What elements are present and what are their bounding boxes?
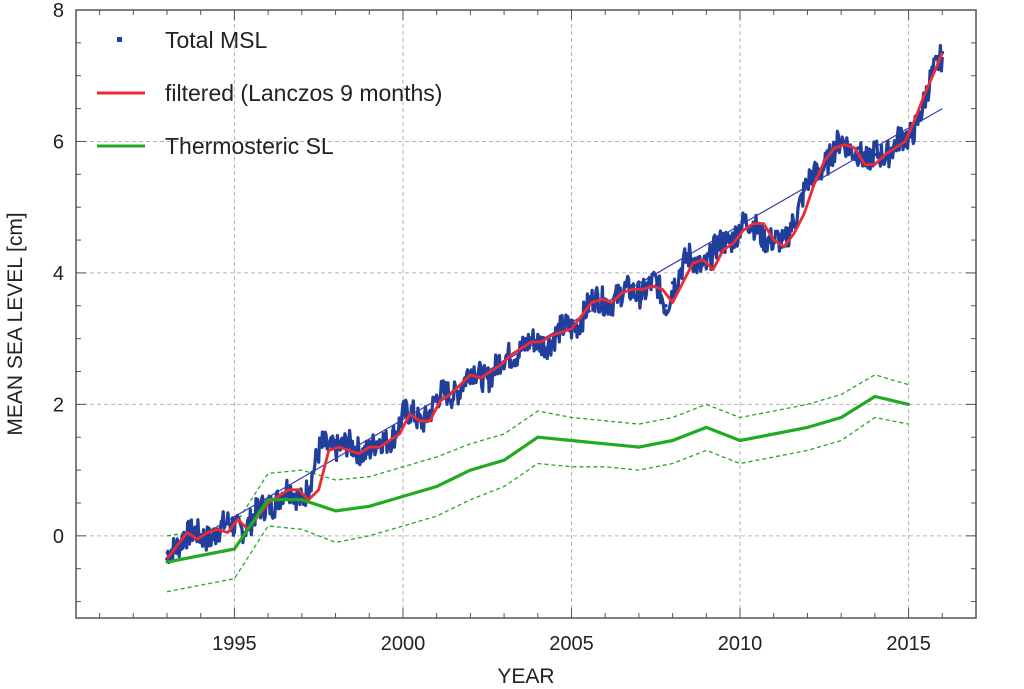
total-msl-point (755, 225, 759, 229)
total-msl-point (182, 530, 186, 535)
trend-line-path (166, 108, 943, 557)
thermosteric-point (435, 485, 439, 489)
y-tick-label: 2 (53, 394, 64, 416)
thermosteric-point (502, 458, 506, 462)
total-msl-point (664, 303, 668, 308)
thermosteric-point (468, 468, 472, 472)
total-msl-point (873, 152, 877, 157)
total-msl-series (165, 43, 945, 565)
total-msl-point (519, 343, 523, 348)
thermosteric-line (166, 394, 909, 564)
legend-swatch-total-msl (117, 37, 122, 42)
total-msl-point (535, 343, 540, 348)
x-tick-label: 2005 (549, 633, 594, 655)
axis-ticks: 1995 2000 2005 2010 2015 0 2 4 6 8 (53, 0, 977, 655)
total-msl-point (310, 474, 314, 479)
thermosteric-point (637, 445, 641, 449)
thermosteric-point (873, 394, 877, 398)
thermosteric-series (165, 394, 911, 564)
thermosteric-point (738, 439, 742, 443)
x-tick-label: 1995 (212, 633, 257, 655)
total-msl-point (721, 241, 725, 246)
total-msl-point (856, 146, 860, 150)
legend-label: Total MSL (165, 27, 267, 53)
thermosteric-point (300, 498, 304, 502)
x-tick-label: 2010 (718, 633, 763, 655)
thermosteric-point (805, 425, 809, 429)
total-msl-point (771, 241, 776, 246)
thermosteric-point (704, 425, 708, 429)
y-axis-title: MEAN SEA LEVEL [cm] (4, 212, 27, 435)
total-msl-point (320, 445, 324, 449)
x-tick-label: 2000 (381, 633, 426, 655)
thermosteric-point (603, 442, 607, 446)
legend: Total MSL filtered (Lanczos 9 months) Ther… (97, 27, 442, 159)
total-msl-point (333, 442, 338, 446)
plot-frame (75, 9, 977, 619)
filtered-line (165, 52, 944, 560)
thermosteric-point (334, 509, 338, 513)
total-msl-point (788, 221, 793, 226)
thermosteric-uncertainty (166, 374, 909, 593)
filtered-series (165, 52, 944, 560)
thermosteric-point (839, 416, 843, 420)
y-tick-label: 6 (53, 131, 64, 153)
thermosteric-point (165, 560, 169, 564)
thermosteric-point (401, 494, 405, 498)
thermosteric-lower-bound (166, 416, 909, 593)
thermosteric-point (570, 439, 574, 443)
total-msl-line (165, 43, 944, 565)
total-msl-point (670, 280, 675, 285)
thermosteric-point (536, 435, 540, 439)
trend-line (166, 108, 943, 557)
x-axis-title: YEAR (497, 665, 554, 688)
legend-label: filtered (Lanczos 9 months) (165, 80, 442, 106)
total-msl-point (866, 165, 870, 170)
thermosteric-point (266, 498, 270, 502)
thermosteric-point (232, 547, 236, 551)
thermosteric-point (772, 432, 776, 436)
total-msl-point (687, 257, 692, 262)
legend-label: Thermosteric SL (165, 133, 334, 159)
thermosteric-upper-bound (166, 374, 909, 537)
thermosteric-point (907, 402, 911, 406)
y-tick-label: 0 (53, 526, 64, 548)
total-msl-point (401, 412, 405, 417)
y-tick-label: 4 (53, 263, 64, 285)
x-tick-label: 2015 (886, 633, 931, 655)
y-tick-label: 8 (53, 0, 64, 22)
thermosteric-point (367, 504, 371, 508)
thermosteric-point (671, 439, 675, 443)
